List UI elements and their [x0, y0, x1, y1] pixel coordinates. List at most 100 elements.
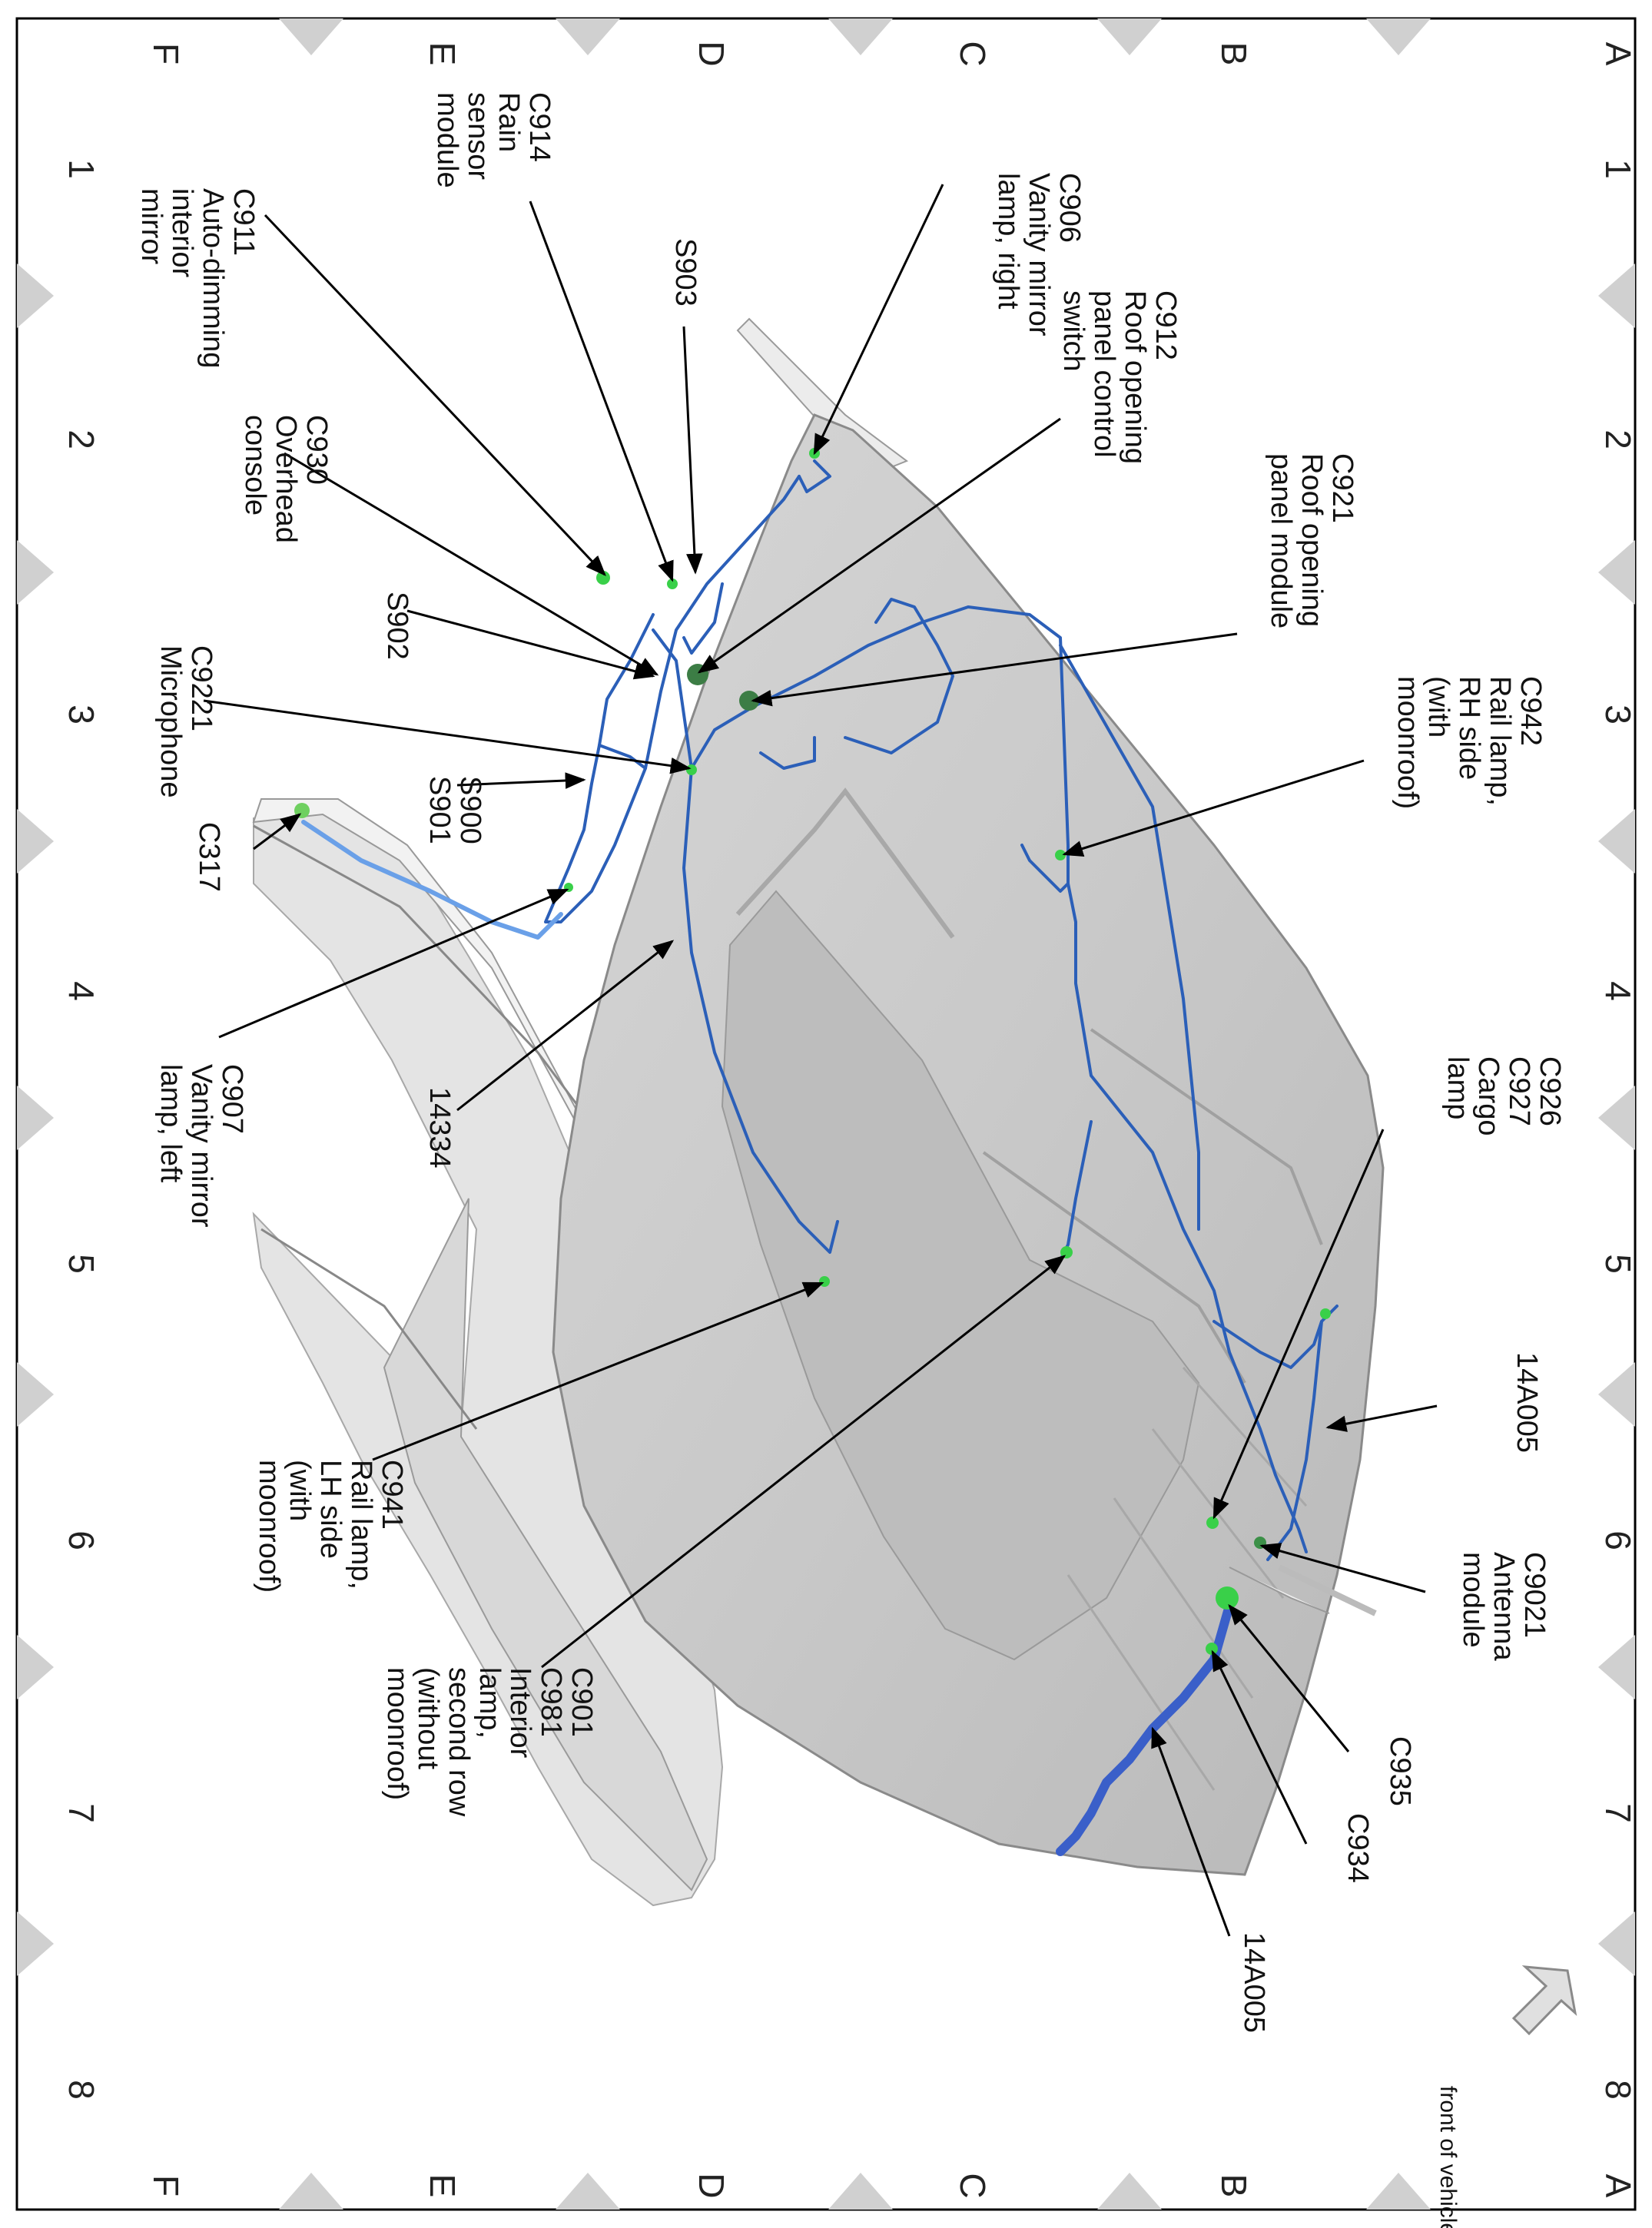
grid-marker — [1366, 18, 1431, 55]
grid-marker — [1598, 1911, 1635, 1976]
antenna-mast — [1278, 1564, 1377, 1616]
arrow-c907 — [218, 888, 569, 1039]
grid-row-label-e: E — [423, 42, 463, 66]
connector-14a005-top — [1320, 1308, 1331, 1319]
callout-c901-line: lamp, — [473, 1667, 506, 1739]
callout-c901-line: second row — [443, 1667, 475, 1817]
grid-col-label-2: 2 — [61, 429, 101, 449]
arrow-s902 — [406, 609, 655, 680]
callout-c942-line: RH side — [1453, 676, 1485, 780]
grid-row-label-c: C — [953, 2173, 993, 2198]
wire-c930 — [682, 582, 724, 655]
grid-col-label-4: 4 — [61, 981, 101, 1001]
grid-marker — [1598, 1635, 1635, 1699]
arrow-c912 — [697, 417, 1061, 674]
grid-col-label-3: 3 — [61, 705, 101, 724]
callout-c935-line: C935 — [1384, 1736, 1416, 1806]
callout-w14334-line: 14334 — [423, 1087, 456, 1169]
arrow-s903 — [682, 326, 703, 575]
wire-roof-center — [1059, 644, 1200, 1231]
roof-rib-3 — [1113, 1497, 1254, 1699]
grid-col-label-8: 8 — [61, 2080, 101, 2100]
arrow-c926 — [1212, 1129, 1385, 1520]
grid-col-label-6: 6 — [61, 1530, 101, 1550]
grid-row-label-a: A — [1598, 2174, 1638, 2198]
roof-bow-1 — [982, 1151, 1246, 1384]
callout-c926-line: Cargo — [1472, 1056, 1504, 1136]
callout-c914-line: Rain — [493, 92, 525, 152]
callout-c914-line: sensor — [462, 92, 494, 180]
grid-marker — [1598, 264, 1635, 328]
callout-c911-line: interior — [166, 188, 198, 277]
callout-c901-line: moonroof) — [381, 1667, 413, 1800]
callout-w14334: 14334 — [423, 1087, 456, 1169]
wire-lh-rail — [652, 628, 839, 1254]
callout-s902: S902 — [381, 592, 413, 660]
callout-c942-line: moonroof) — [1392, 676, 1424, 809]
grid-col-label-4: 4 — [1598, 981, 1638, 1001]
grid-row-label-c: C — [953, 41, 993, 66]
grid-marker — [17, 1635, 54, 1699]
grid-row-label-d: D — [692, 41, 731, 66]
arrow-14a005-top — [1325, 1404, 1438, 1432]
arrow-c317 — [253, 813, 302, 850]
grid-marker — [279, 18, 343, 55]
connector-c926 — [1206, 1517, 1219, 1529]
callout-a14a005top-line: 14A005 — [1511, 1352, 1543, 1453]
callout-c941-line: (with — [284, 1460, 316, 1521]
callout-c911-line: Auto-dimming — [197, 188, 229, 368]
grid-row-label-a: A — [1598, 42, 1638, 66]
roof-rib-4 — [1067, 1574, 1216, 1791]
callout-c906-line: C906 — [1053, 173, 1086, 243]
arrow-c9221 — [203, 699, 692, 774]
callout-c906-line: Vanity mirror — [1023, 173, 1055, 337]
a-pillar-edge — [253, 824, 585, 1115]
callout-c914-line: C914 — [523, 92, 556, 162]
callout-s900-line: S901 — [423, 776, 456, 844]
grid-col-label-7: 7 — [1598, 1803, 1638, 1823]
grid-row-label-d: D — [692, 2173, 731, 2198]
wire-14334-main — [544, 475, 801, 923]
callout-s902-line: S902 — [381, 592, 413, 660]
leader-arrows — [203, 184, 1438, 1937]
callout-c901-line: C981 — [535, 1667, 567, 1737]
grid-marker — [1097, 18, 1162, 55]
connector-c9221 — [686, 764, 697, 775]
grid-marker — [1097, 2173, 1162, 2210]
grid-row-label-f: F — [146, 2175, 186, 2197]
connector-c942 — [1055, 850, 1066, 860]
grid-marker — [279, 2173, 343, 2210]
grid-marker — [828, 2173, 893, 2210]
grid-marker — [17, 540, 54, 605]
grid-markers — [17, 18, 1635, 2210]
callout-c942-line: Rail lamp, — [1484, 676, 1516, 806]
wire-c906 — [798, 459, 831, 493]
arrow-c901 — [541, 1255, 1067, 1669]
grid-col-label-1: 1 — [61, 159, 101, 179]
grid-marker — [828, 18, 893, 55]
callout-a14a005bot: 14A005 — [1238, 1932, 1270, 2033]
moonroof-opening — [721, 890, 1200, 1661]
grid-row-label-b: B — [1214, 2174, 1254, 2198]
grid-labels: A A B B C C D D E E F F 1 1 2 2 3 3 4 4 5 5 6 6 7 7 8 8 — [61, 41, 1638, 2198]
arrow-c935 — [1228, 1603, 1350, 1752]
grid-col-label-1: 1 — [1598, 159, 1638, 179]
arrow-c941 — [372, 1281, 824, 1461]
callout-c942-line: (with — [1422, 676, 1455, 738]
antenna-base — [1229, 1567, 1330, 1614]
grid-marker — [1366, 2173, 1431, 2210]
wire-14a005-side — [1266, 1320, 1323, 1561]
arrow-c914 — [529, 201, 674, 582]
grid-marker — [17, 1362, 54, 1427]
callout-c9221-line: Microphone — [154, 645, 187, 798]
callout-c941-line: C941 — [376, 1460, 408, 1530]
callout-c901-line: Interior — [504, 1667, 536, 1759]
